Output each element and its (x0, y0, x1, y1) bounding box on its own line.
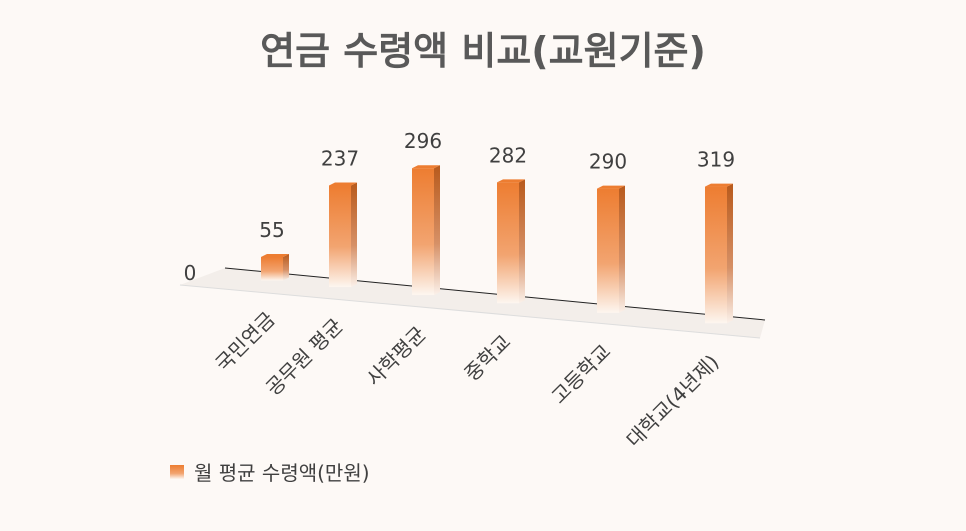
floor (180, 268, 765, 338)
bar-top (705, 183, 733, 187)
value-label: 55 (259, 218, 284, 242)
y-tick-label: 0 (184, 261, 197, 285)
bar-top (497, 179, 525, 183)
value-label: 290 (589, 150, 627, 174)
bar (261, 256, 283, 281)
bar-side (434, 165, 440, 296)
bar-side (351, 182, 357, 288)
bar (597, 188, 619, 313)
bar-top (412, 165, 440, 169)
baseline (224, 267, 766, 321)
value-label: 319 (697, 148, 735, 172)
legend-swatch (170, 465, 184, 479)
legend-label: 월 평균 수령액(만원) (194, 461, 370, 485)
bar-side (727, 183, 733, 324)
bar-top (261, 253, 289, 257)
bar-side (283, 253, 289, 281)
bar-side (519, 179, 525, 304)
value-label: 237 (321, 147, 359, 171)
bar (705, 186, 727, 324)
bar (412, 168, 434, 296)
bar-top (329, 182, 357, 186)
bar-top (597, 185, 625, 189)
value-label: 282 (489, 143, 527, 167)
bar-side (619, 185, 625, 313)
chart-title: 연금 수령액 비교(교원기준) (260, 29, 706, 73)
floor-edge (179, 284, 761, 339)
bar (329, 185, 351, 288)
value-label: 296 (404, 129, 442, 153)
bar (497, 182, 519, 304)
